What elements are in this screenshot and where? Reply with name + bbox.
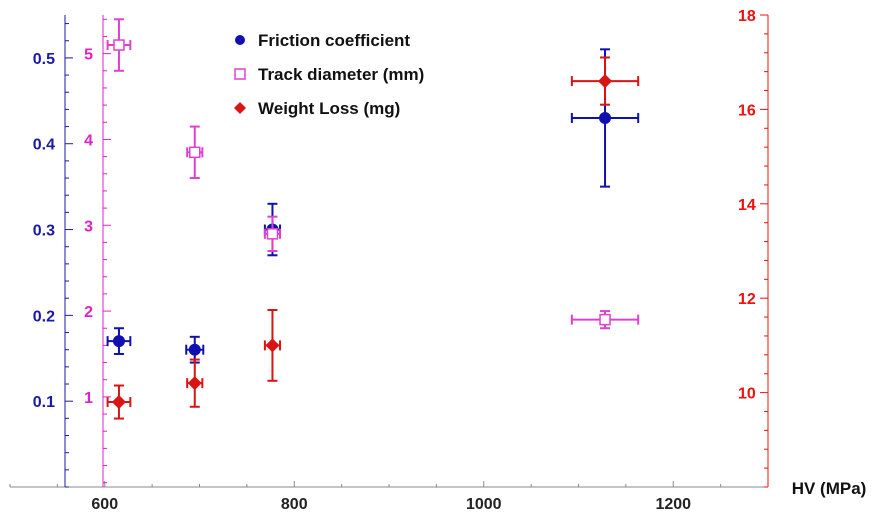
diamond-marker — [598, 74, 613, 89]
weight-tick-label: 18 — [738, 8, 756, 25]
track-tick-label: 2 — [84, 304, 93, 321]
legend-label: Weight Loss (mg) — [258, 99, 400, 118]
square-marker — [266, 228, 279, 240]
weight-tick-label: 14 — [738, 197, 756, 214]
friction-tick-label: 0.2 — [33, 308, 55, 325]
track-diameter-mm-point — [106, 18, 132, 72]
weight-loss-mg-point — [263, 309, 282, 382]
track-diameter-mm-point — [263, 215, 282, 252]
x-axis-label: HV (MPa) — [792, 479, 867, 498]
weight-loss-mg-point — [106, 384, 132, 420]
square-marker — [189, 146, 201, 159]
x-tick-label: 600 — [91, 496, 118, 513]
square-marker — [599, 313, 611, 326]
circle-marker — [188, 343, 201, 356]
legend-entry-track-diameter-mm: Track diameter (mm) — [234, 65, 424, 84]
square-marker — [113, 39, 125, 51]
circle-marker — [112, 335, 125, 348]
track-tick-label: 1 — [84, 390, 93, 407]
track-tick-label: 5 — [84, 47, 93, 64]
legend-square-icon — [234, 68, 246, 80]
track-diameter-mm-point — [570, 310, 640, 330]
chart-legend: Friction coefficient Track diameter (mm) W… — [234, 31, 424, 118]
x-tick-label: 1200 — [655, 496, 691, 513]
legend-diamond-icon — [234, 102, 246, 114]
friction-coefficient-point — [106, 327, 132, 355]
diamond-marker — [111, 395, 126, 410]
legend-label: Track diameter (mm) — [258, 65, 424, 84]
legend-circle-icon — [235, 35, 245, 45]
friction-tick-label: 0.5 — [33, 51, 55, 68]
track-tick-label: 3 — [84, 218, 93, 235]
weight-tick-label: 16 — [738, 102, 756, 119]
friction-tick-label: 0.4 — [33, 137, 55, 154]
diamond-marker — [187, 376, 202, 391]
track-diameter-mm-point — [186, 125, 204, 180]
legend-label: Friction coefficient — [258, 31, 410, 50]
weight-tick-label: 12 — [738, 291, 756, 308]
track-tick-label: 4 — [84, 132, 93, 149]
diamond-marker — [265, 338, 280, 353]
circle-marker — [599, 111, 612, 124]
friction-tick-label: 0.3 — [33, 223, 55, 240]
weight-tick-label: 10 — [738, 386, 756, 403]
legend-entry-weight-loss-mg: Weight Loss (mg) — [234, 99, 400, 118]
x-tick-label: 1000 — [466, 496, 502, 513]
friction-coefficient-point — [185, 335, 205, 364]
weight-loss-mg-point — [186, 358, 204, 408]
weight-loss-mg-point — [570, 56, 640, 106]
x-tick-label: 800 — [281, 496, 308, 513]
friction-tick-label: 0.1 — [33, 394, 55, 411]
data-marks — [106, 18, 640, 420]
legend-entry-friction-coefficient: Friction coefficient — [235, 31, 410, 50]
